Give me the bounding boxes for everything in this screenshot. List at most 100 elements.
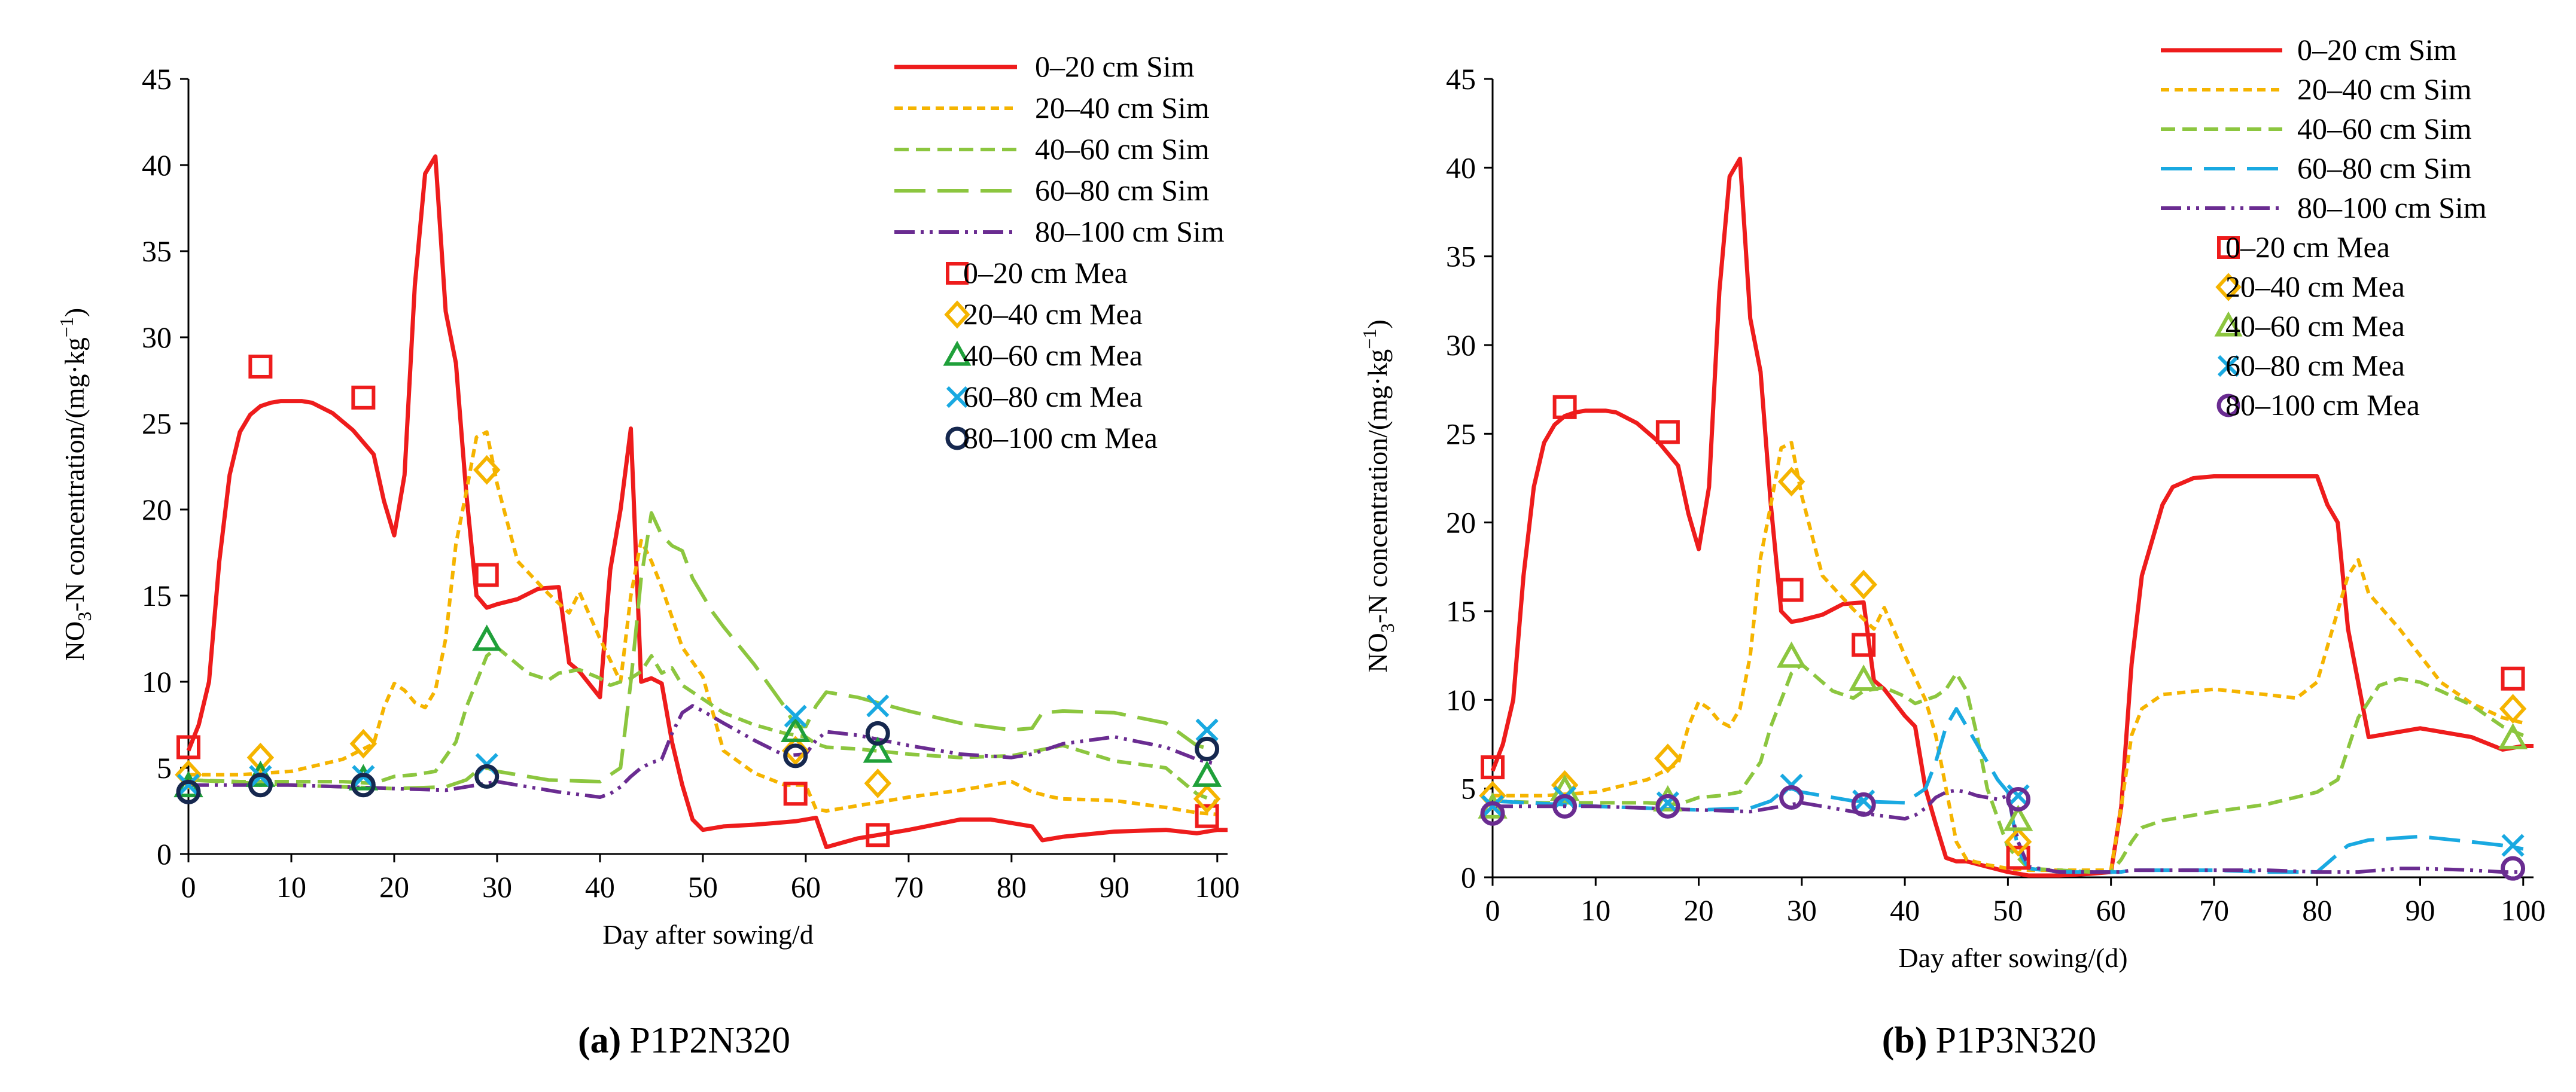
- legend-marker-square: [2217, 236, 2240, 259]
- panel-a: 0 5 10 15 20 25 30 35 40 45 0 10 20 30 40 50 60 70 80 90 100…: [56, 50, 1240, 1061]
- legend-marker-diamond: [944, 300, 970, 329]
- panel-a-ylabel-main: NO: [59, 621, 90, 661]
- panel-b-caption-text: P1P3N320: [1936, 1020, 2097, 1061]
- x-tick-label: 70: [2199, 893, 2229, 927]
- legend-marker-x: [946, 386, 969, 408]
- legend-label: 80–100 cm Mea: [2225, 388, 2420, 422]
- series-line-2: [1492, 663, 2524, 874]
- series-line-2: [188, 645, 1218, 804]
- data-point-circle: [1195, 736, 1220, 761]
- panel-b-ylabel-sup: −1: [1359, 329, 1380, 349]
- y-tick-label: 5: [157, 751, 172, 785]
- data-point-circle: [1552, 794, 1578, 819]
- panel-b-ylabel-end: ): [1362, 319, 1393, 328]
- data-point-diamond: [473, 455, 501, 485]
- y-tick-label: 0: [1461, 861, 1476, 894]
- legend-label: 40–60 cm Sim: [1035, 132, 1210, 166]
- y-tick-label: 30: [142, 321, 172, 354]
- data-point-diamond: [1777, 466, 1805, 497]
- legend-label: 40–60 cm Mea: [963, 338, 1143, 372]
- x-tick-label: 50: [688, 870, 718, 904]
- x-tick-label: 30: [1787, 893, 1817, 927]
- y-tick-label: 35: [142, 234, 172, 268]
- panel-b-legend: 0–20 cm Sim 20–40 cm Sim 40–60 cm Sim 60–80…: [2161, 33, 2487, 422]
- x-tick-label: 20: [379, 870, 409, 904]
- legend-label: 60–80 cm Sim: [1035, 173, 1210, 207]
- data-point-circle: [1851, 792, 1876, 817]
- data-point-square: [351, 385, 376, 410]
- y-tick-label: 15: [1446, 594, 1476, 628]
- data-point-circle: [1655, 794, 1680, 819]
- panel-b-ylabel-main: NO: [1362, 633, 1393, 672]
- series-line-1: [1493, 441, 2524, 873]
- y-tick-label: 40: [1446, 151, 1476, 184]
- series-line-0: [1490, 157, 2534, 878]
- data-point-square: [1552, 395, 1577, 419]
- legend-marker-x: [2217, 355, 2240, 377]
- legend-label: 0–20 cm Mea: [963, 256, 1128, 289]
- legend-label: 20–40 cm Sim: [2297, 72, 2472, 106]
- panel-a-ylabel-sub: 3: [74, 612, 95, 621]
- y-tick-label: 25: [142, 407, 172, 440]
- data-point-square: [1852, 633, 1876, 657]
- data-point-circle: [176, 779, 201, 804]
- data-point-x: [1481, 795, 1505, 818]
- data-point-diamond: [864, 768, 892, 798]
- data-point-square: [1655, 420, 1680, 444]
- data-point-square: [2501, 666, 2525, 691]
- x-tick-label: 60: [2096, 893, 2126, 927]
- legend-label: 0–20 cm Sim: [2297, 33, 2457, 66]
- y-tick-label: 15: [142, 579, 172, 612]
- data-point-x: [176, 773, 200, 797]
- x-tick-label: 0: [1485, 893, 1500, 927]
- data-point-diamond: [1193, 784, 1221, 814]
- data-point-circle: [351, 773, 376, 798]
- data-point-circle: [2501, 856, 2526, 881]
- data-point-x: [2501, 834, 2525, 857]
- y-tick-label: 45: [142, 62, 172, 96]
- legend-label: 80–100 cm Sim: [1035, 215, 1225, 248]
- data-point-diamond: [2004, 826, 2032, 857]
- legend-label: 80–100 cm Mea: [963, 421, 1158, 455]
- legend-label: 0–20 cm Sim: [1035, 50, 1195, 83]
- panel-b-ylabel-rest: -N concentration/(mg·kg: [1362, 349, 1393, 624]
- data-point-triangle: [863, 736, 893, 763]
- data-point-circle: [1480, 801, 1505, 826]
- legend-label: 60–80 cm Mea: [2225, 349, 2405, 382]
- series-line-4: [188, 704, 1218, 799]
- x-tick-label: 10: [1581, 893, 1610, 927]
- data-point-square: [1195, 804, 1219, 828]
- data-point-diamond: [1850, 569, 1877, 600]
- data-point-circle: [474, 764, 500, 789]
- data-point-circle: [2006, 786, 2031, 812]
- x-tick-label: 90: [2405, 893, 2435, 927]
- panel-b-xlabel: Day after sowing/(d): [1898, 942, 2127, 973]
- x-tick-label: 10: [276, 870, 306, 904]
- panel-b-series: [1478, 157, 2534, 881]
- y-tick-label: 30: [1446, 328, 1476, 362]
- x-tick-label: 20: [1684, 893, 1714, 927]
- panel-a-caption: (a) P1P2N320: [578, 1020, 790, 1061]
- panel-a-axes: 0 5 10 15 20 25 30 35 40 45 0 10 20 30 40 50 60 70 80 90 100: [142, 62, 1240, 904]
- data-point-square: [866, 823, 890, 847]
- x-tick-label: 0: [181, 870, 196, 904]
- data-point-x: [784, 704, 807, 728]
- panel-b-caption-letter: (b): [1882, 1020, 1928, 1061]
- legend-label: 20–40 cm Sim: [1035, 91, 1210, 124]
- y-tick-label: 40: [142, 148, 172, 182]
- data-point-triangle: [2498, 723, 2528, 750]
- panel-a-series: [173, 154, 1228, 849]
- x-tick-label: 30: [482, 870, 512, 904]
- y-tick-label: 45: [1446, 62, 1476, 96]
- data-point-square: [2006, 846, 2030, 870]
- data-point-x: [2006, 784, 2030, 807]
- panel-a-ylabel-rest: -N concentration/(mg·kg: [59, 337, 90, 612]
- y-tick-label: 25: [1446, 417, 1476, 450]
- legend-label: 60–80 cm Sim: [2297, 151, 2472, 185]
- data-point-square: [1481, 755, 1505, 780]
- data-point-x: [1195, 718, 1219, 742]
- y-tick-label: 35: [1446, 240, 1476, 273]
- data-point-triangle: [472, 624, 502, 651]
- x-tick-label: 100: [2501, 893, 2545, 927]
- x-tick-label: 80: [997, 870, 1027, 904]
